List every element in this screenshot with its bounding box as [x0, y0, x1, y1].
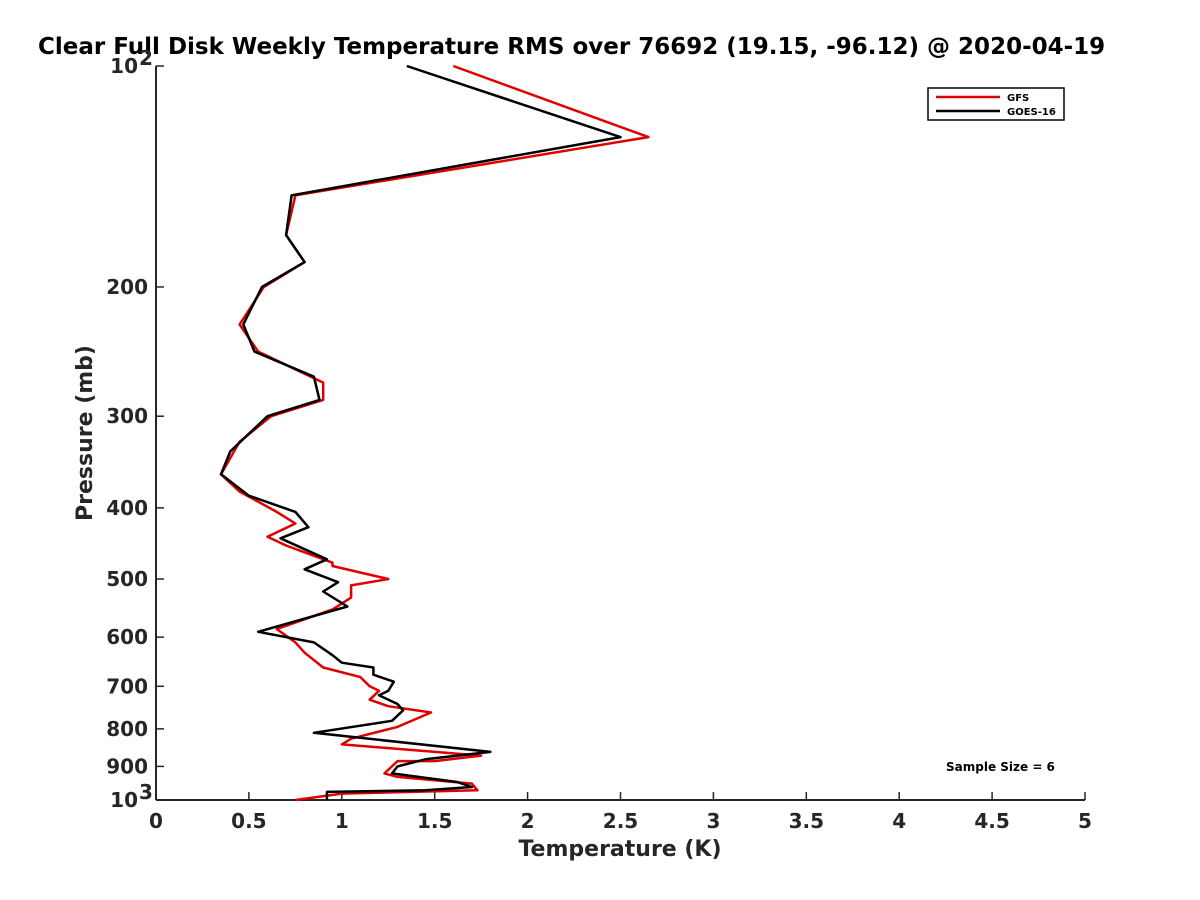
- chart-title: Clear Full Disk Weekly Temperature RMS o…: [38, 34, 1105, 60]
- y-tick-label: 400: [106, 496, 148, 520]
- x-tick-label: 1.5: [417, 809, 452, 833]
- sample-size-annotation: Sample Size = 6: [946, 760, 1055, 774]
- legend: GFS GOES-16: [927, 87, 1065, 121]
- legend-label-gfs: GFS: [1007, 93, 1029, 104]
- x-tick-label: 2.5: [603, 809, 638, 833]
- legend-box: [927, 87, 1065, 121]
- x-tick-label: 5: [1078, 809, 1092, 833]
- x-tick-label: 3: [706, 809, 720, 833]
- x-tick-label: 4: [892, 809, 906, 833]
- series-line-gfs: [219, 64, 650, 802]
- y-tick-label: 300: [106, 404, 148, 428]
- y-tick-label: 200: [106, 275, 148, 299]
- y-tick-exponent: 3: [139, 780, 153, 804]
- x-tick-label: 0: [149, 809, 163, 833]
- y-tick-label: 10: [110, 54, 138, 78]
- series-line-goes16: [219, 64, 622, 800]
- x-tick-label: 2: [521, 809, 535, 833]
- y-tick-label: 600: [106, 625, 148, 649]
- x-axis-label: Temperature (K): [518, 837, 721, 862]
- legend-label-goes16: GOES-16: [1007, 107, 1056, 118]
- y-tick-label: 10: [110, 788, 138, 812]
- x-tick-label: 4.5: [974, 809, 1009, 833]
- y-tick-label: 900: [106, 754, 148, 778]
- y-axis-label: Pressure (mb): [73, 345, 98, 521]
- y-tick-label: 500: [106, 567, 148, 591]
- axes: 0 0.5 1 1.5 2 2.5 3 3.5 4 4.5 510 22003004005006007…: [106, 46, 1092, 833]
- x-tick-label: 3.5: [789, 809, 824, 833]
- x-tick-label: 1: [335, 809, 349, 833]
- y-tick-label: 800: [106, 717, 148, 741]
- y-tick-exponent: 2: [139, 46, 153, 70]
- series-layer: [219, 64, 650, 802]
- y-tick-label: 700: [106, 674, 148, 698]
- x-tick-label: 0.5: [231, 809, 266, 833]
